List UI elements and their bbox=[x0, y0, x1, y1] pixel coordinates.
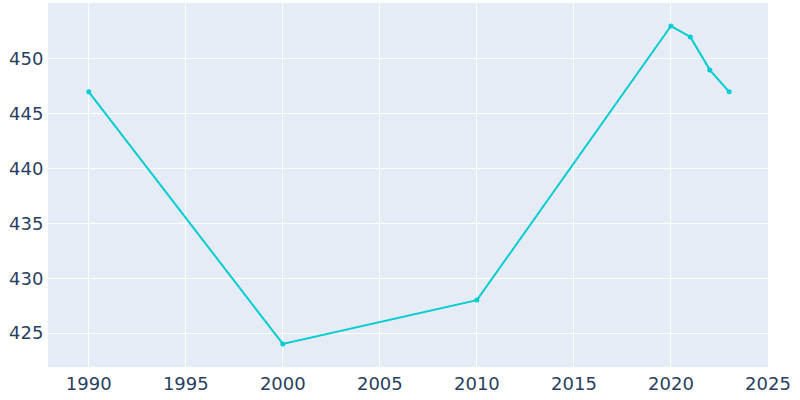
svg-text:450: 450 bbox=[9, 48, 43, 69]
svg-text:430: 430 bbox=[9, 267, 43, 288]
svg-text:2025: 2025 bbox=[745, 373, 791, 394]
svg-text:435: 435 bbox=[9, 213, 43, 234]
svg-text:440: 440 bbox=[9, 158, 43, 179]
svg-text:2005: 2005 bbox=[357, 373, 403, 394]
svg-text:1995: 1995 bbox=[163, 373, 209, 394]
svg-text:445: 445 bbox=[9, 103, 43, 124]
svg-text:425: 425 bbox=[9, 322, 43, 343]
svg-text:1990: 1990 bbox=[66, 373, 112, 394]
svg-text:2015: 2015 bbox=[551, 373, 597, 394]
svg-text:2020: 2020 bbox=[648, 373, 694, 394]
svg-text:2000: 2000 bbox=[260, 373, 306, 394]
svg-text:2010: 2010 bbox=[454, 373, 500, 394]
